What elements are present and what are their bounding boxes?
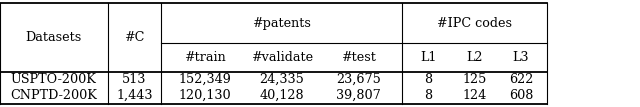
Text: L3: L3 [513, 51, 529, 64]
Text: #validate: #validate [250, 51, 313, 64]
Text: USPTO-200K: USPTO-200K [11, 73, 97, 86]
Text: 622: 622 [509, 73, 533, 86]
Text: #train: #train [184, 51, 225, 64]
Text: CNPTD-200K: CNPTD-200K [10, 89, 97, 102]
Text: 1,443: 1,443 [116, 89, 153, 102]
Text: #C: #C [124, 31, 145, 44]
Text: 124: 124 [463, 89, 486, 102]
Text: 23,675: 23,675 [336, 73, 381, 86]
Text: #IPC codes: #IPC codes [437, 16, 512, 30]
Text: 152,349: 152,349 [178, 73, 231, 86]
Text: Datasets: Datasets [26, 31, 82, 44]
Text: 8: 8 [424, 89, 432, 102]
Text: 40,128: 40,128 [259, 89, 304, 102]
Text: L2: L2 [467, 51, 483, 64]
Text: 39,807: 39,807 [336, 89, 381, 102]
Text: L1: L1 [420, 51, 436, 64]
Text: #test: #test [341, 51, 376, 64]
Text: 125: 125 [462, 73, 487, 86]
Text: 513: 513 [122, 73, 147, 86]
Text: 120,130: 120,130 [179, 89, 231, 102]
Text: 608: 608 [509, 89, 533, 102]
Text: 24,335: 24,335 [259, 73, 304, 86]
Text: #patents: #patents [252, 16, 311, 30]
Text: 8: 8 [424, 73, 432, 86]
